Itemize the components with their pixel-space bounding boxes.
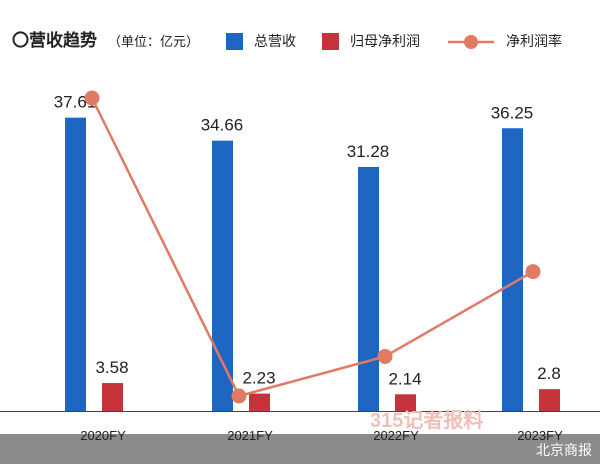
x-tick-label-2021FY: 2021FY xyxy=(227,428,273,443)
data-label-revenue-2021FY: 34.66 xyxy=(201,116,244,135)
legend-label-revenue: 总营收 xyxy=(254,33,296,49)
legend-marker-margin xyxy=(464,35,478,49)
source-credit: 北京商报 xyxy=(536,442,592,458)
data-label-profit-2023FY: 2.8 xyxy=(537,364,561,383)
bar-revenue-2020FY xyxy=(65,117,86,411)
data-label-profit-2020FY: 3.58 xyxy=(95,358,128,377)
legend-label-profit: 归母净利润 xyxy=(350,33,420,49)
x-tick-label-2023FY: 2023FY xyxy=(517,428,563,443)
bar-profit-2023FY xyxy=(539,389,560,411)
footer-band xyxy=(0,434,600,464)
bar-revenue-2021FY xyxy=(212,140,233,412)
data-label-revenue-2022FY: 31.28 xyxy=(347,142,390,161)
x-tick-label-2022FY: 2022FY xyxy=(373,428,419,443)
bar-profit-2020FY xyxy=(102,383,123,411)
chart-title: 〇营收趋势 xyxy=(12,30,97,50)
point-net-margin-2021FY xyxy=(231,388,247,404)
legend: 总营收 归母净利润 净利润率 xyxy=(226,33,562,50)
bar-revenue-2022FY xyxy=(358,167,379,411)
data-label-profit-2022FY: 2.14 xyxy=(388,369,421,388)
point-net-margin-2022FY xyxy=(377,348,393,364)
legend-swatch-revenue xyxy=(226,33,243,50)
data-label-revenue-2023FY: 36.25 xyxy=(491,103,534,122)
bar-revenue-2023FY xyxy=(502,128,523,411)
legend-swatch-profit xyxy=(322,33,339,50)
point-net-margin-2020FY xyxy=(84,90,100,106)
bar-profit-2021FY xyxy=(249,393,270,411)
line-net-margin xyxy=(90,97,534,398)
legend-label-margin: 净利润率 xyxy=(506,33,562,49)
data-label-profit-2021FY: 2.23 xyxy=(242,369,275,388)
bar-profit-2022FY xyxy=(395,394,416,411)
watermark: 315记者报料 xyxy=(370,408,483,432)
point-net-margin-2023FY xyxy=(525,264,541,280)
x-axis-ticks: 2020FY 2021FY 2022FY 2023FY xyxy=(80,428,563,443)
chart-unit: （单位：亿元） xyxy=(108,34,199,49)
x-tick-label-2020FY: 2020FY xyxy=(80,428,126,443)
